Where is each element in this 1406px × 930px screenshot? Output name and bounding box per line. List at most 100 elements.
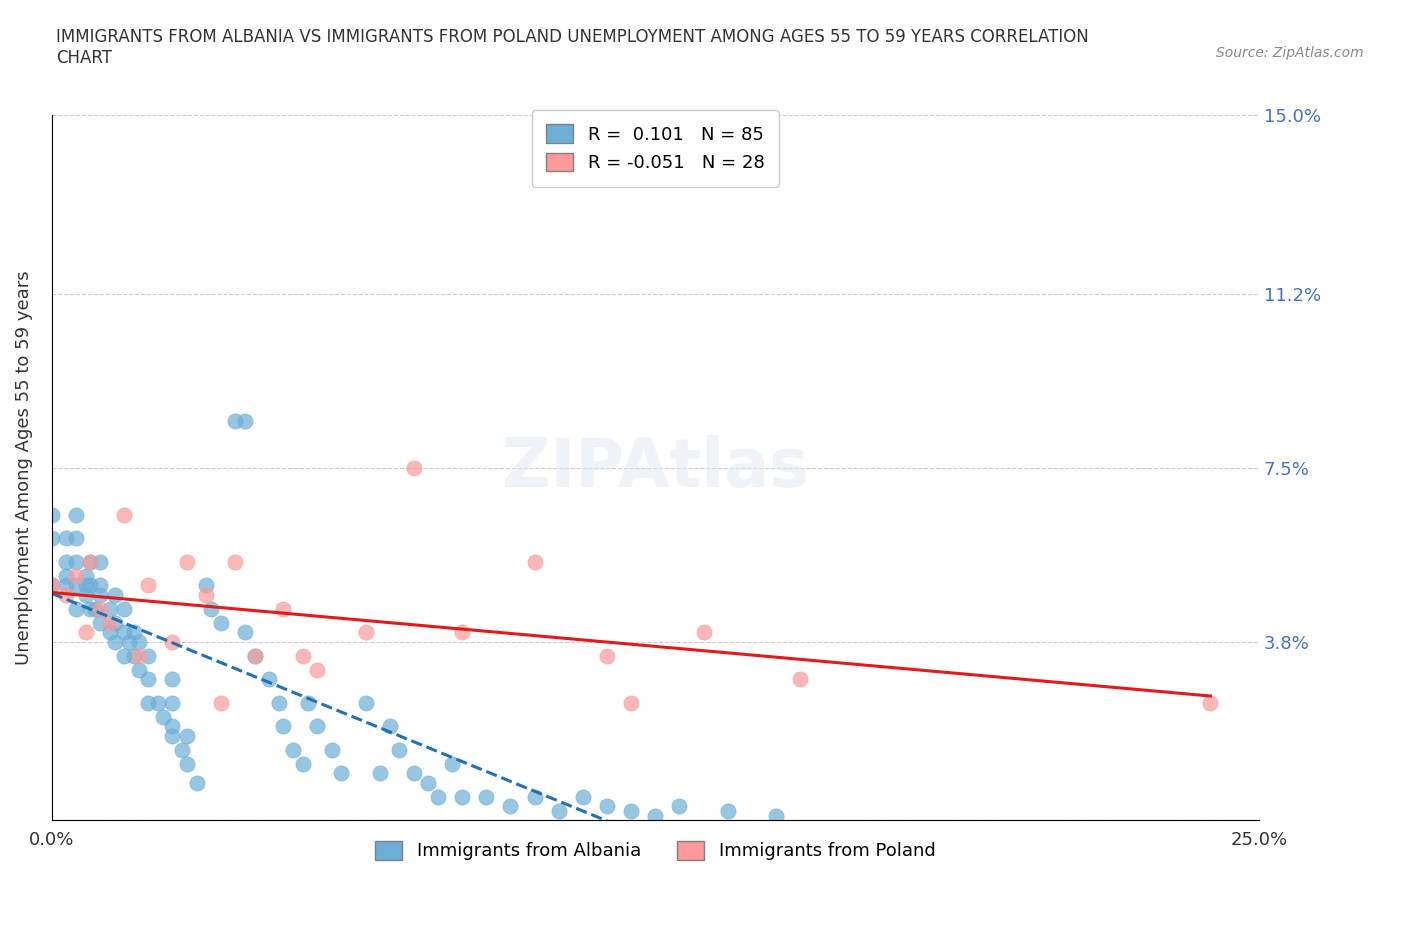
Point: [55, 531, 77, 546]
Point: [717, 804, 740, 818]
Point: [103, 616, 125, 631]
Point: [112, 507, 135, 522]
Point: [89, 616, 111, 631]
Point: [402, 460, 425, 475]
Point: [112, 625, 135, 640]
Point: [388, 742, 411, 757]
Point: [122, 648, 145, 663]
Point: [103, 587, 125, 602]
Point: [112, 648, 135, 663]
Point: [273, 601, 295, 616]
Point: [128, 662, 150, 677]
Point: [418, 776, 440, 790]
Point: [89, 554, 111, 569]
Point: [176, 728, 198, 743]
Point: [79, 554, 101, 569]
Point: [122, 625, 145, 640]
Point: [209, 616, 232, 631]
Point: [79, 578, 101, 592]
Point: [136, 696, 159, 711]
Y-axis label: Unemployment Among Ages 55 to 59 years: Unemployment Among Ages 55 to 59 years: [15, 271, 32, 665]
Point: [596, 648, 619, 663]
Point: [668, 799, 690, 814]
Point: [243, 648, 266, 663]
Point: [65, 568, 87, 583]
Point: [98, 625, 121, 640]
Text: IMMIGRANTS FROM ALBANIA VS IMMIGRANTS FROM POLAND UNEMPLOYMENT AMONG AGES 55 TO : IMMIGRANTS FROM ALBANIA VS IMMIGRANTS FR…: [56, 28, 1090, 67]
Point: [523, 790, 546, 804]
Point: [172, 742, 194, 757]
Point: [128, 648, 150, 663]
Point: [65, 531, 87, 546]
Point: [118, 634, 141, 649]
Point: [427, 790, 450, 804]
Point: [368, 765, 391, 780]
Point: [75, 625, 97, 640]
Point: [136, 648, 159, 663]
Point: [79, 554, 101, 569]
Point: [307, 662, 329, 677]
Point: [162, 634, 184, 649]
Point: [596, 799, 619, 814]
Point: [75, 578, 97, 592]
Point: [186, 776, 208, 790]
Point: [765, 808, 787, 823]
Point: [65, 601, 87, 616]
Point: [233, 625, 256, 640]
Point: [89, 601, 111, 616]
Point: [55, 568, 77, 583]
Point: [354, 625, 377, 640]
Point: [162, 696, 184, 711]
Point: [281, 742, 304, 757]
Point: [692, 625, 714, 640]
Point: [291, 756, 314, 771]
Point: [136, 578, 159, 592]
Point: [75, 587, 97, 602]
Legend: Immigrants from Albania, Immigrants from Poland: Immigrants from Albania, Immigrants from…: [368, 834, 942, 868]
Point: [572, 790, 595, 804]
Point: [1199, 696, 1222, 711]
Point: [307, 719, 329, 734]
Point: [224, 554, 246, 569]
Point: [195, 578, 218, 592]
Point: [98, 616, 121, 631]
Point: [84, 601, 107, 616]
Point: [267, 696, 290, 711]
Point: [41, 578, 63, 592]
Point: [620, 696, 643, 711]
Point: [620, 804, 643, 818]
Point: [644, 808, 666, 823]
Point: [98, 601, 121, 616]
Point: [243, 648, 266, 663]
Point: [499, 799, 522, 814]
Point: [41, 578, 63, 592]
Point: [65, 578, 87, 592]
Point: [321, 742, 343, 757]
Point: [103, 634, 125, 649]
Point: [402, 765, 425, 780]
Point: [55, 587, 77, 602]
Point: [89, 587, 111, 602]
Text: ZIPAtlas: ZIPAtlas: [502, 434, 808, 500]
Point: [297, 696, 319, 711]
Point: [330, 765, 353, 780]
Point: [451, 625, 474, 640]
Point: [547, 804, 569, 818]
Point: [195, 587, 218, 602]
Point: [136, 671, 159, 686]
Point: [523, 554, 546, 569]
Point: [451, 790, 474, 804]
Point: [75, 568, 97, 583]
Point: [41, 531, 63, 546]
Point: [441, 756, 464, 771]
Point: [789, 671, 811, 686]
Point: [162, 719, 184, 734]
Point: [162, 728, 184, 743]
Point: [55, 554, 77, 569]
Point: [378, 719, 401, 734]
Point: [209, 696, 232, 711]
Point: [224, 413, 246, 428]
Point: [89, 578, 111, 592]
Point: [354, 696, 377, 711]
Point: [162, 671, 184, 686]
